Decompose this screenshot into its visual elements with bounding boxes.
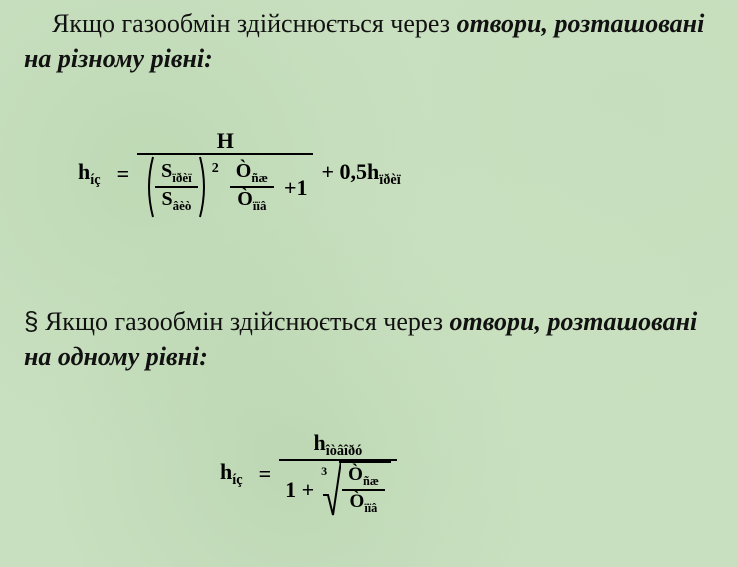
f2-numerator: hîòâîðó [308,430,369,459]
f1-t-top-sub: ñæ [251,170,268,185]
paragraph-2: § Якщо газообмін здійснюється через отво… [24,304,714,374]
paragraph-1: Якщо газообмін здійснюється через отвори… [24,6,714,76]
f2-root-index: 3 [321,465,327,479]
f1-paren-group: Sïðèï Sâèò [143,155,210,219]
f1-s-bot-base: S [161,188,172,210]
f1-t-top-base: Ò [236,160,252,182]
f2-radical: Òñæ Òïïâ [323,461,391,517]
f1-s-top-sub: ïðèï [172,170,192,185]
f1-main-fraction: H Sïðèï Sâèò [137,128,313,219]
f2-main-fraction: hîòâîðó 1 + 3 Òñæ [279,430,397,517]
right-paren-icon [198,155,210,219]
f2-t-bot-sub: ïïâ [364,501,377,515]
f1-t-bot-base: Ò [237,188,253,210]
bullet-icon: § [24,306,38,336]
f1-tail-text: + 0,5h [321,159,379,184]
f1-t-fraction: Òñæ Òïïâ [230,160,274,214]
f2-den-lead: 1 + [285,477,314,502]
f2-num-sub: îòâîðó [326,443,363,459]
para2-text: Якщо газообмін здійснюється через [38,307,449,336]
f1-lhs: híç [78,159,101,189]
f2-t-fraction: Òñæ Òïïâ [342,464,385,514]
f2-lhs-sub: íç [232,472,242,488]
f2-t-top-sub: ñæ [363,474,379,488]
f2-num-base: h [314,430,326,455]
f1-tail-sub: ïðèï [379,172,400,188]
f1-eq: = [117,161,130,187]
f1-lhs-sub: íç [90,172,100,188]
f1-tail: + 0,5hïðèï [321,159,400,189]
formula-1: híç = H Sïðèï Sâ [78,128,401,219]
f2-t-bot-base: Ò [350,491,365,512]
f1-t-bot-sub: ïïâ [253,198,267,213]
f2-lhs: híç [220,459,243,489]
f1-numerator: H [211,128,240,153]
formula-2: híç = hîòâîðó 1 + 3 [220,430,397,517]
f2-lhs-base: h [220,459,232,484]
f1-plus1: +1 [284,175,308,200]
f1-s-top-base: S [161,160,172,182]
f1-s-bot-sub: âèò [173,198,192,213]
f2-eq: = [259,461,272,487]
para1-text: Якщо газообмін здійснюється через [52,9,457,38]
f1-lhs-base: h [78,159,90,184]
f1-exponent: 2 [212,161,219,177]
f2-t-top-base: Ò [348,464,363,485]
left-paren-icon [143,155,155,219]
